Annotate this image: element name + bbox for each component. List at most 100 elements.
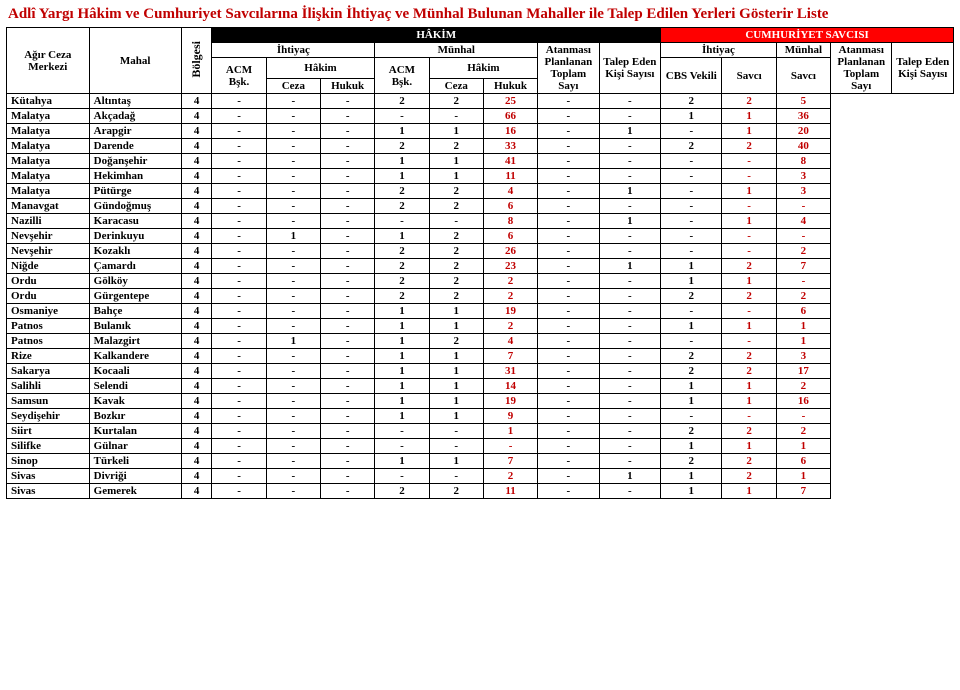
cell-mahal: Kalkandere (89, 349, 181, 364)
cell-value: 2 (722, 94, 776, 109)
hdr-savci2: Savcı (776, 58, 830, 94)
cell-value: 1 (375, 379, 429, 394)
cell-value: - (212, 124, 266, 139)
cell-value: 2 (429, 274, 483, 289)
cell-value: - (661, 409, 722, 424)
table-row: MalatyaAkçadağ4-----66--1136 (7, 109, 954, 124)
cell-value: - (212, 229, 266, 244)
hdr-munhal-s: Münhal (776, 43, 830, 58)
cell-value: 17 (776, 364, 830, 379)
cell-value: - (661, 244, 722, 259)
cell-value: - (375, 469, 429, 484)
cell-value: 1 (722, 484, 776, 499)
cell-value: - (321, 304, 375, 319)
cell-value: - (266, 439, 320, 454)
cell-value: 41 (483, 154, 537, 169)
cell-value: - (266, 109, 320, 124)
cell-bolge: 4 (181, 394, 212, 409)
cell-value: - (266, 139, 320, 154)
cell-merkezi: Seydişehir (7, 409, 90, 424)
cell-value: - (321, 274, 375, 289)
cell-value: 1 (722, 379, 776, 394)
cell-value: 2 (722, 469, 776, 484)
cell-value: 2 (375, 274, 429, 289)
cell-value: 6 (483, 229, 537, 244)
cell-value: - (321, 259, 375, 274)
hdr-atanmasi-h: Atanması Planlanan Toplam Sayı (538, 43, 599, 94)
cell-mahal: Derinkuyu (89, 229, 181, 244)
cell-merkezi: Ordu (7, 289, 90, 304)
table-row: OrduGürgentepe4---222--222 (7, 289, 954, 304)
cell-merkezi: Malatya (7, 169, 90, 184)
cell-value: - (266, 409, 320, 424)
cell-value: - (321, 109, 375, 124)
cell-merkezi: Malatya (7, 139, 90, 154)
cell-value: 1 (483, 424, 537, 439)
hdr-acm2: ACM Bşk. (375, 58, 429, 94)
cell-mahal: Malazgirt (89, 334, 181, 349)
cell-value: 33 (483, 139, 537, 154)
cell-value: - (429, 109, 483, 124)
table-body: KütahyaAltıntaş4---2225--225MalatyaAkçad… (7, 94, 954, 499)
hdr-hukuk2: Hukuk (483, 79, 537, 94)
cell-value: 2 (661, 139, 722, 154)
cell-value: 3 (776, 349, 830, 364)
cell-value: - (599, 334, 661, 349)
cell-value: - (212, 439, 266, 454)
cell-value: - (266, 424, 320, 439)
table-row: NiğdeÇamardı4---2223-1127 (7, 259, 954, 274)
cell-value: - (599, 379, 661, 394)
cell-value: 2 (375, 484, 429, 499)
cell-value: - (321, 124, 375, 139)
cell-mahal: Kozaklı (89, 244, 181, 259)
cell-value: - (722, 409, 776, 424)
cell-value: 1 (375, 394, 429, 409)
cell-value: 2 (661, 454, 722, 469)
cell-mahal: Kurtalan (89, 424, 181, 439)
cell-mahal: Gemerek (89, 484, 181, 499)
cell-mahal: Altıntaş (89, 94, 181, 109)
cell-merkezi: Niğde (7, 259, 90, 274)
cell-value: 2 (483, 469, 537, 484)
cell-value: - (538, 319, 599, 334)
cell-value: 4 (483, 334, 537, 349)
cell-mahal: Çamardı (89, 259, 181, 274)
cell-value: - (266, 169, 320, 184)
cell-value: - (599, 94, 661, 109)
table-row: OsmaniyeBahçe4---1119----6 (7, 304, 954, 319)
cell-value: - (266, 259, 320, 274)
cell-mahal: Selendi (89, 379, 181, 394)
cell-merkezi: Silifke (7, 439, 90, 454)
table-row: SeydişehirBozkır4---119----- (7, 409, 954, 424)
table-row: SalihliSelendi4---1114--112 (7, 379, 954, 394)
cell-merkezi: Patnos (7, 319, 90, 334)
cell-value: 1 (722, 274, 776, 289)
cell-value: - (321, 394, 375, 409)
cell-value: - (321, 439, 375, 454)
cell-mahal: Gürgentepe (89, 289, 181, 304)
cell-value: 16 (483, 124, 537, 139)
cell-bolge: 4 (181, 454, 212, 469)
cell-value: 23 (483, 259, 537, 274)
cell-merkezi: Nevşehir (7, 229, 90, 244)
cell-value: - (321, 484, 375, 499)
cell-value: - (321, 199, 375, 214)
cell-value: - (266, 274, 320, 289)
cell-value: - (599, 199, 661, 214)
cell-value: - (538, 94, 599, 109)
table-row: NazilliKaracasu4-----8-1-14 (7, 214, 954, 229)
cell-mahal: Darende (89, 139, 181, 154)
cell-value: 2 (483, 274, 537, 289)
cell-value: - (321, 214, 375, 229)
cell-merkezi: Kütahya (7, 94, 90, 109)
cell-value: - (212, 274, 266, 289)
cell-merkezi: Malatya (7, 184, 90, 199)
cell-value: 2 (375, 259, 429, 274)
cell-value: - (321, 334, 375, 349)
cell-value: - (538, 469, 599, 484)
cell-value: - (212, 424, 266, 439)
cell-bolge: 4 (181, 139, 212, 154)
cell-value: 2 (776, 379, 830, 394)
cell-value: 1 (599, 469, 661, 484)
cell-value: - (321, 244, 375, 259)
